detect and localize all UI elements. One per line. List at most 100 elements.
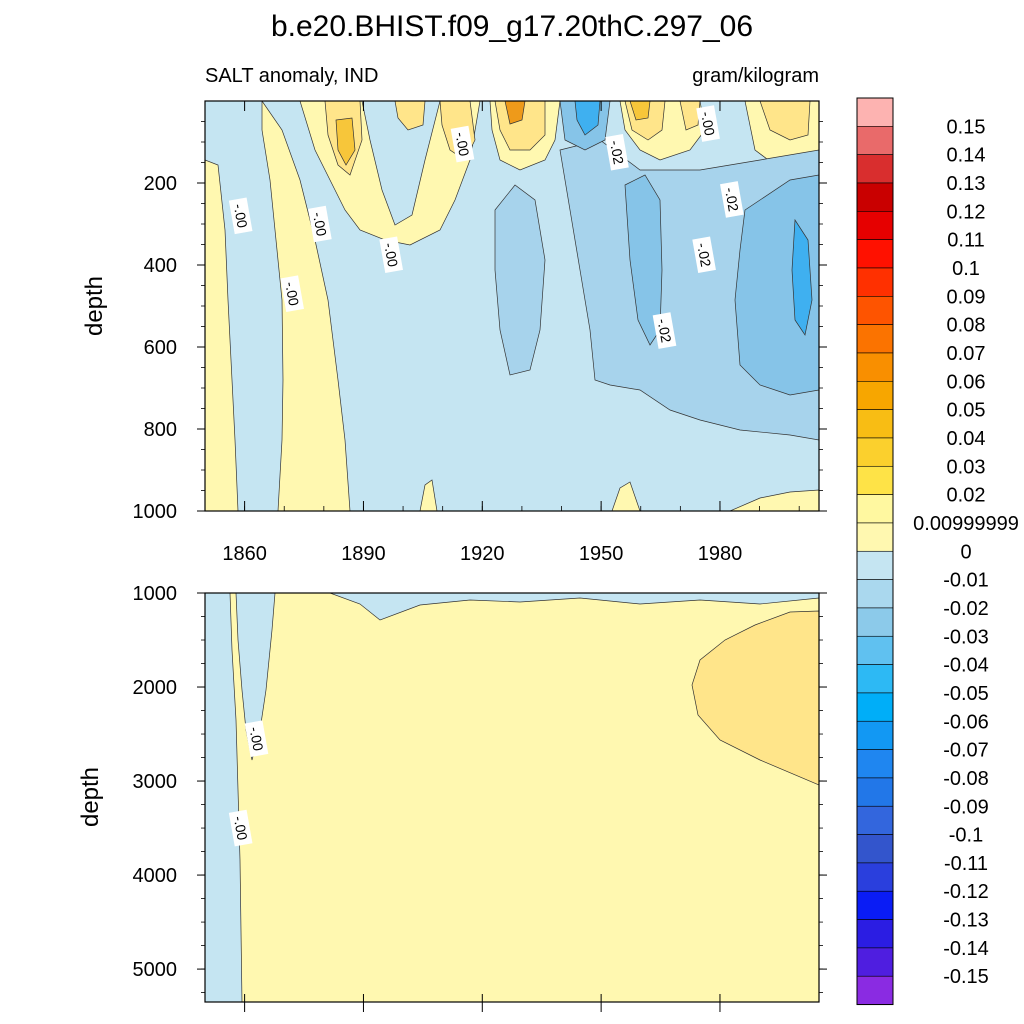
colorbar-swatch bbox=[856, 267, 894, 297]
contour-label-text: -.00 bbox=[310, 211, 330, 238]
colorbar-swatch bbox=[856, 296, 894, 325]
upper-warm-blob-10 bbox=[679, 101, 701, 131]
upper-warm-blob-2 bbox=[335, 117, 356, 166]
upper-pos-band-2 bbox=[261, 101, 351, 511]
upper-pos-band-7 bbox=[419, 479, 438, 511]
colorbar-label: 0.07 bbox=[947, 343, 986, 365]
colorbar-swatch bbox=[856, 352, 894, 382]
colorbar-swatch bbox=[856, 97, 894, 127]
lower-neg-band-3 bbox=[329, 593, 819, 621]
upper-warm-blob-8 bbox=[759, 101, 811, 141]
colorbar-label: 0.04 bbox=[947, 428, 986, 450]
figure-title: b.e20.BHIST.f09_g17.20thC.297_06 bbox=[271, 10, 753, 43]
colorbar-label: 0.05 bbox=[947, 400, 986, 422]
contour-label: -.00 bbox=[244, 720, 269, 758]
upper-pos-band-9 bbox=[729, 489, 819, 511]
contour-label-box bbox=[228, 197, 253, 235]
x-tick-label: 1860 bbox=[222, 543, 267, 565]
y-tick-label: 200 bbox=[144, 173, 177, 195]
x-tick-label: 1890 bbox=[341, 543, 386, 565]
colorbar-label: -0.03 bbox=[943, 626, 989, 648]
colorbar-label: -0.01 bbox=[943, 570, 989, 592]
colorbar-label: 0.15 bbox=[947, 116, 986, 138]
contour-label: -.00 bbox=[379, 236, 403, 274]
contour-label: -.00 bbox=[450, 125, 475, 163]
colorbar-swatch bbox=[856, 777, 894, 807]
colorbar-swatch bbox=[856, 862, 894, 892]
contour-label-text: -.00 bbox=[231, 203, 251, 230]
y-tick-label: 3000 bbox=[133, 771, 178, 793]
upper-axis-ticks: 1860 1890 1920 1950 1980 200 400 600 800 1000 bbox=[133, 101, 827, 565]
colorbar-label: 0.14 bbox=[947, 145, 986, 167]
colorbar-swatch bbox=[856, 664, 894, 694]
colorbar-swatch bbox=[856, 154, 894, 184]
contour-label-text: -.00 bbox=[698, 110, 718, 137]
lower-contour-labels: -.00 -.00 bbox=[228, 720, 269, 847]
colorbar-label: 0 bbox=[960, 541, 971, 563]
contour-label-text: -.00 bbox=[381, 241, 401, 268]
upper-pos-band-8 bbox=[611, 481, 641, 511]
y-tick-label: 1000 bbox=[133, 501, 178, 523]
contour-label: -.02 bbox=[605, 133, 629, 171]
colorbar-label: -0.02 bbox=[943, 598, 989, 620]
colorbar-swatch bbox=[856, 380, 894, 410]
colorbar-label: -0.06 bbox=[943, 711, 989, 733]
contour-label-text: -.00 bbox=[247, 725, 267, 752]
colorbar-label: -0.13 bbox=[943, 910, 989, 932]
colorbar-swatch bbox=[856, 126, 894, 155]
colorbar-label: -0.04 bbox=[943, 655, 989, 677]
lower-contour-field bbox=[205, 593, 819, 1002]
upper-warm-blob-9 bbox=[394, 101, 426, 131]
colorbar-label: -0.09 bbox=[943, 796, 989, 818]
contour-label-box bbox=[652, 312, 677, 349]
colorbar-swatch bbox=[856, 890, 894, 920]
contour-label: -.02 bbox=[652, 312, 677, 349]
contour-label-text: -.02 bbox=[607, 139, 627, 166]
colorbar-swatch bbox=[856, 494, 894, 524]
lower-panel: 1000 2000 3000 4000 5000 -.00 -.00 depth bbox=[77, 583, 827, 1012]
contour-label-box bbox=[696, 105, 720, 142]
contour-label-box bbox=[228, 809, 253, 847]
contour-label-text: -.02 bbox=[694, 241, 714, 268]
colorbar-label: -0.11 bbox=[944, 853, 988, 875]
colorbar-swatch bbox=[856, 635, 894, 665]
contour-label-text: -.02 bbox=[722, 186, 742, 213]
colorbar-label: 0.11 bbox=[947, 230, 984, 252]
colorbar-swatch bbox=[856, 182, 894, 212]
colorbar-label: 0.00999999 bbox=[913, 513, 1019, 535]
upper-warm-blob-7 bbox=[629, 101, 651, 121]
colorbar-label: 0.12 bbox=[947, 201, 986, 223]
colorbar-label: -0.07 bbox=[943, 740, 989, 762]
colorbar-label: 0.13 bbox=[947, 173, 986, 195]
contour-label-box bbox=[450, 125, 475, 163]
x-tick-label: 1920 bbox=[460, 543, 505, 565]
colorbar-swatch bbox=[856, 522, 894, 552]
colorbar: 0.15 0.14 0.13 0.12 0.11 0.1 0.09 0.08 0.07 0.06 0… bbox=[856, 97, 1019, 1006]
colorbar-swatch bbox=[856, 437, 894, 467]
colorbar-swatch bbox=[856, 550, 894, 580]
colorbar-swatch bbox=[856, 749, 894, 779]
y-tick-label: 2000 bbox=[133, 677, 178, 699]
colorbar-label: 0.06 bbox=[947, 371, 986, 393]
colorbar-swatch bbox=[856, 211, 894, 240]
y-tick-label: 5000 bbox=[133, 959, 178, 981]
colorbar-swatch bbox=[856, 607, 894, 637]
upper-panel: SALT anomaly, IND gram/kilogram bbox=[81, 65, 827, 565]
contour-label-box bbox=[280, 275, 304, 313]
contour-label: -.00 bbox=[228, 809, 253, 847]
x-tick-label: 1980 bbox=[698, 543, 743, 565]
upper-ylabel: depth bbox=[81, 276, 108, 336]
contour-label-text: -.00 bbox=[282, 280, 302, 307]
colorbar-swatch bbox=[856, 919, 894, 949]
colorbar-label: -0.15 bbox=[943, 966, 989, 988]
colorbar-label: -0.1 bbox=[949, 825, 983, 847]
colorbar-label: -0.14 bbox=[943, 938, 989, 960]
colorbar-swatch bbox=[856, 975, 894, 1005]
upper-contour-labels: -.00 -.00 -.00 -.00 -.00 -.00 -.02 -.02 -.02 -.02 bbox=[228, 105, 744, 349]
upper-panel-variable: SALT anomaly, IND bbox=[205, 65, 378, 87]
y-tick-label: 800 bbox=[144, 419, 177, 441]
colorbar-label: 0.02 bbox=[947, 485, 986, 507]
contour-label: -.00 bbox=[308, 205, 332, 243]
colorbar-label: 0.03 bbox=[947, 456, 986, 478]
colorbar-swatch bbox=[856, 947, 894, 977]
